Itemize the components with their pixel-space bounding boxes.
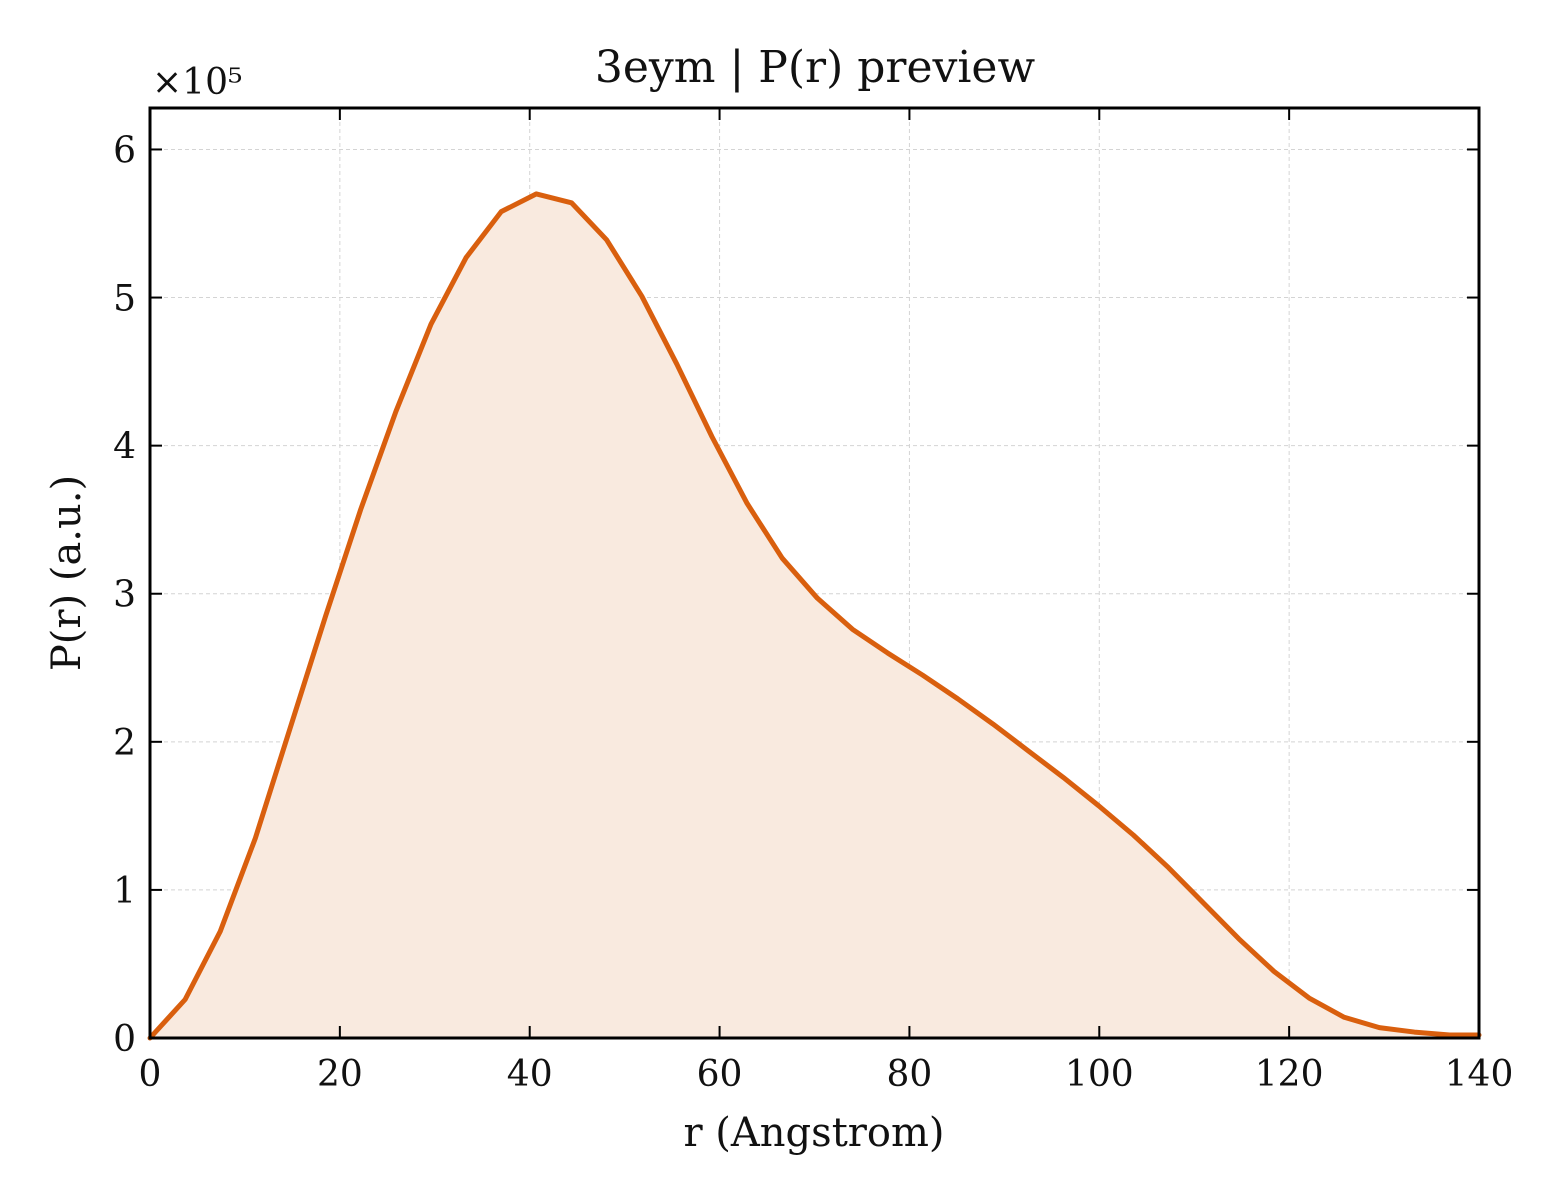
y-tick-label: 0: [113, 1019, 136, 1060]
y-tick-label: 3: [113, 575, 136, 616]
y-axis-label: P(r) (a.u.): [44, 475, 90, 671]
x-tick-label: 0: [139, 1054, 162, 1095]
ticks: 0 20 40 60 80 100 120 140 0 1 2 3 4 5 6: [113, 108, 1513, 1095]
x-tick-label: 80: [887, 1054, 933, 1095]
x-tick-label: 140: [1445, 1054, 1514, 1095]
x-tick-label: 20: [317, 1054, 363, 1095]
x-tick-label: 40: [507, 1054, 553, 1095]
series-line: [147, 191, 1482, 1041]
x-tick-label: 120: [1255, 1054, 1324, 1095]
y-tick-label: 2: [113, 723, 136, 764]
y-tick-label: 4: [113, 427, 136, 468]
y-tick-label: 1: [113, 871, 136, 912]
y-multiplier-label: ×10⁵: [152, 62, 242, 103]
x-axis-label: r (Angstrom): [683, 1110, 944, 1156]
plot-frame: [148, 106, 1481, 1040]
x-tick-label: 60: [697, 1054, 743, 1095]
y-tick-label: 6: [113, 130, 136, 171]
area-fill: [150, 193, 1479, 1038]
x-tick-label: 100: [1065, 1054, 1134, 1095]
y-tick-label: 5: [113, 279, 136, 320]
chart-title: 3eym | P(r) preview: [595, 42, 1036, 93]
